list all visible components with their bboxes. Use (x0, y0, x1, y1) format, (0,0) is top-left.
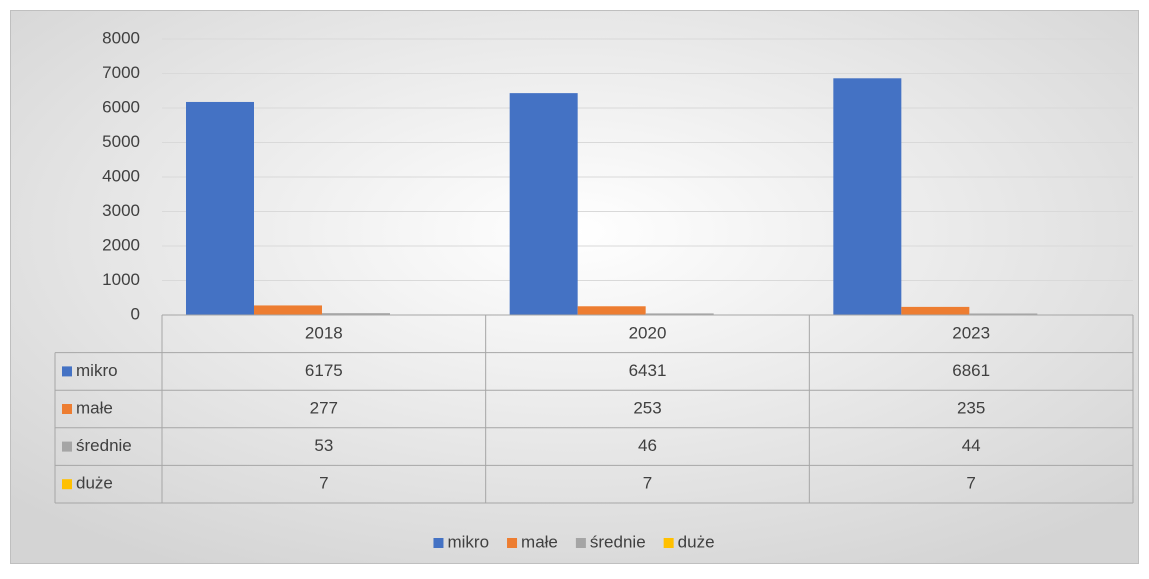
bar (578, 306, 646, 315)
table-value: 7 (643, 474, 652, 493)
legend-label: małe (521, 532, 558, 551)
y-tick-label: 2000 (102, 235, 140, 254)
bar (510, 93, 578, 315)
legend-label: duże (678, 532, 715, 551)
table-legend-key (62, 442, 72, 452)
y-tick-label: 5000 (102, 132, 140, 151)
legend-key (433, 538, 443, 548)
x-tick-label: 2023 (952, 323, 990, 342)
table-row-label: średnie (76, 436, 132, 455)
legend-key (664, 538, 674, 548)
bar (186, 102, 254, 315)
table-row-label: duże (76, 474, 113, 493)
table-value: 6175 (305, 361, 343, 380)
table-value: 44 (962, 436, 981, 455)
table-value: 253 (633, 398, 661, 417)
y-tick-label: 6000 (102, 97, 140, 116)
y-tick-label: 0 (131, 304, 140, 323)
y-tick-label: 1000 (102, 270, 140, 289)
table-value: 7 (319, 474, 328, 493)
x-tick-label: 2018 (305, 323, 343, 342)
table-value: 53 (314, 436, 333, 455)
table-value: 6861 (952, 361, 990, 380)
table-value: 277 (310, 398, 338, 417)
table-row-label: mikro (76, 361, 118, 380)
bar (901, 307, 969, 315)
y-tick-label: 7000 (102, 63, 140, 82)
table-legend-key (62, 366, 72, 376)
table-value: 7 (966, 474, 975, 493)
legend-label: mikro (447, 532, 489, 551)
table-value: 235 (957, 398, 985, 417)
bar (254, 305, 322, 315)
legend-key (576, 538, 586, 548)
y-tick-label: 3000 (102, 201, 140, 220)
table-legend-key (62, 479, 72, 489)
table-row-label: małe (76, 398, 113, 417)
table-value: 46 (638, 436, 657, 455)
legend-key (507, 538, 517, 548)
y-tick-label: 8000 (102, 28, 140, 47)
bar (833, 78, 901, 315)
table-legend-key (62, 404, 72, 414)
table-value: 6431 (629, 361, 667, 380)
legend-label: średnie (590, 532, 646, 551)
y-tick-label: 4000 (102, 166, 140, 185)
x-tick-label: 2020 (629, 323, 667, 342)
